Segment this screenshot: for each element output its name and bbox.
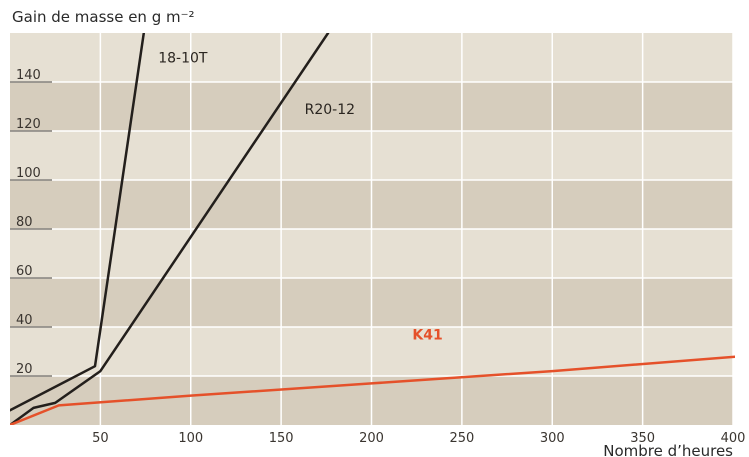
x-tick-label: 300 [540, 431, 565, 446]
series-label-k41: K41 [412, 327, 442, 343]
x-tick-label: 400 [721, 431, 746, 446]
y-tick-label: 40 [16, 313, 33, 328]
y-axis-title: Gain de masse en g m⁻² [12, 8, 195, 26]
y-tick-label: 20 [16, 362, 33, 377]
series-label-18-10t: 18-10T [158, 50, 208, 66]
y-tick-label: 100 [16, 166, 41, 181]
x-tick-label: 150 [269, 431, 294, 446]
y-tick-label: 80 [16, 215, 33, 230]
x-tick-label: 100 [178, 431, 203, 446]
x-tick-label: 200 [359, 431, 384, 446]
x-axis-title: Nombre d’heures [603, 442, 733, 457]
x-tick-label: 250 [449, 431, 474, 446]
series-line-18-10t [10, 33, 146, 412]
series-line-r20-12 [10, 33, 330, 425]
x-tick-label: 350 [630, 431, 655, 446]
x-tick-label: 50 [92, 431, 109, 446]
y-tick-label: 140 [16, 68, 41, 83]
series-label-r20-12: R20-12 [305, 102, 355, 118]
series-line-k41 [10, 355, 735, 425]
y-tick-label: 120 [16, 117, 41, 132]
y-tick-label: 60 [16, 264, 33, 279]
